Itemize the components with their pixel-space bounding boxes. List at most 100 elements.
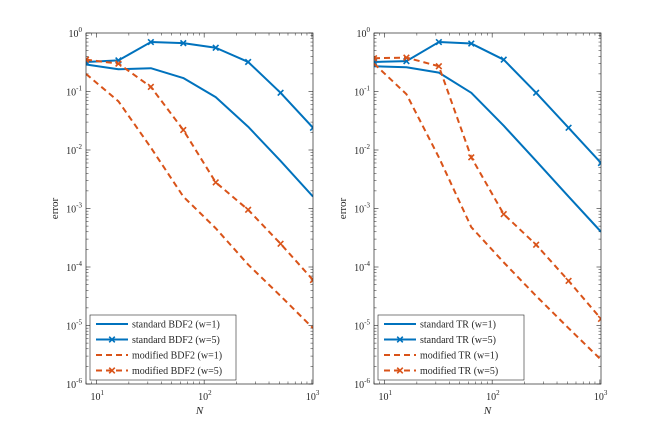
y-tick-label: 10-6 [354,377,370,391]
legend-entry-label: modified BDF2 (w=1) [132,351,222,362]
y-tick-exponent: -4 [76,260,82,268]
y-tick-base: 10 [354,380,364,391]
y-tick-label: 10-1 [66,85,82,99]
x-tick-base: 10 [378,392,388,403]
legend-entry-label: modified TR (w=1) [420,351,498,362]
data-layer [86,38,313,329]
y-axis-label: error [49,197,61,219]
series-4 [86,56,313,284]
x-tick-label: 102 [486,389,500,403]
y-tick-label: 100 [69,26,83,40]
x-tick-label: 103 [594,389,608,403]
data-point-marker [597,159,601,167]
x-tick-label: 102 [198,389,212,403]
series-line [374,41,601,164]
data-point-marker [467,40,475,47]
data-point-marker [403,54,410,61]
data-point-marker [374,54,378,62]
y-tick-base: 10 [66,322,76,333]
data-point-marker [565,124,572,132]
data-point-marker [212,178,220,186]
data-point-marker [435,38,443,46]
data-point-marker [500,210,508,218]
y-tick-label: 10-4 [66,260,82,274]
series-line [374,65,601,233]
legend-swatch-marker [108,367,116,374]
series-line [374,56,601,320]
y-tick-exponent: -5 [76,319,82,327]
y-tick-label: 10-4 [354,260,370,274]
legend-entry-label: modified BDF2 (w=5) [132,366,222,377]
series-1 [86,63,313,198]
axes-box [85,32,314,385]
x-tick-base: 10 [306,392,316,403]
y-tick-label: 10-3 [354,202,370,216]
data-point-marker [309,276,313,284]
y-tick-exponent: -2 [364,143,370,151]
data-point-marker [147,83,155,91]
legend-swatch-marker [108,336,116,343]
x-tick-exponent: 2 [208,389,212,397]
series-4 [374,54,601,323]
x-axis-label: N [195,405,204,417]
y-tick-label: 100 [357,26,371,40]
y-tick-label: 10-1 [354,85,370,99]
y-tick-exponent: -5 [364,319,370,327]
y-tick-exponent: -3 [76,202,82,210]
legend-entry-label: standard BDF2 (w=5) [132,335,220,346]
legend: standard BDF2 (w=1) standard BDF2 (w=5) mo… [89,314,237,381]
y-tick-exponent: -6 [364,377,370,385]
legend: standard TR (w=1) standard TR (w=5) modifi… [377,314,525,381]
y-tick-exponent: -1 [364,85,370,93]
y-tick-exponent: -2 [76,143,82,151]
y-tick-base: 10 [354,146,364,157]
data-point-marker [532,241,540,249]
data-point-marker [309,124,313,132]
right-chart-panel: 101 102 10310-610-510-410-310-210-1100Nerr… [337,26,608,417]
y-tick-exponent: -6 [76,377,82,385]
data-point-marker [467,153,475,161]
y-tick-base: 10 [354,205,364,216]
series-line [86,73,313,329]
y-tick-exponent: -4 [364,260,370,268]
data-point-marker [500,56,508,64]
series-line [86,63,313,198]
data-point-marker [147,38,155,46]
x-tick-base: 10 [90,392,100,403]
series-3 [374,62,601,361]
y-tick-base: 10 [354,263,364,274]
legend-swatch-marker [396,336,404,343]
y-tick-exponent: -1 [76,85,82,93]
x-tick-base: 10 [486,392,496,403]
axes-box [373,32,602,385]
data-point-marker [179,126,187,134]
y-tick-label: 10-6 [66,377,82,391]
data-point-marker [212,44,220,52]
y-tick-base: 10 [354,322,364,333]
y-axis-label: error [337,197,349,219]
y-tick-label: 10-5 [354,319,370,333]
x-tick-label: 103 [306,389,320,403]
data-point-marker [277,89,284,97]
series-line [86,41,313,129]
series-1 [374,65,601,233]
y-tick-base: 10 [354,88,364,99]
y-tick-base: 10 [357,29,367,40]
legend-entry-label: standard TR (w=1) [420,320,496,331]
x-tick-exponent: 2 [496,389,500,397]
x-tick-label: 101 [378,389,392,403]
y-tick-base: 10 [66,205,76,216]
data-point-marker [435,62,443,70]
x-tick-exponent: 3 [604,389,608,397]
y-tick-exponent: -3 [364,202,370,210]
legend-entry-label: standard TR (w=5) [420,335,496,346]
data-point-marker [565,277,572,285]
series-2 [86,38,313,132]
x-tick-base: 10 [198,392,208,403]
x-axis-label: N [483,405,492,417]
left-chart-panel: 101 102 10310-610-510-410-310-210-1100Nerr… [49,26,320,417]
legend-entry-label: modified TR (w=5) [420,366,498,377]
data-point-marker [277,240,284,248]
x-tick-label: 101 [90,389,104,403]
